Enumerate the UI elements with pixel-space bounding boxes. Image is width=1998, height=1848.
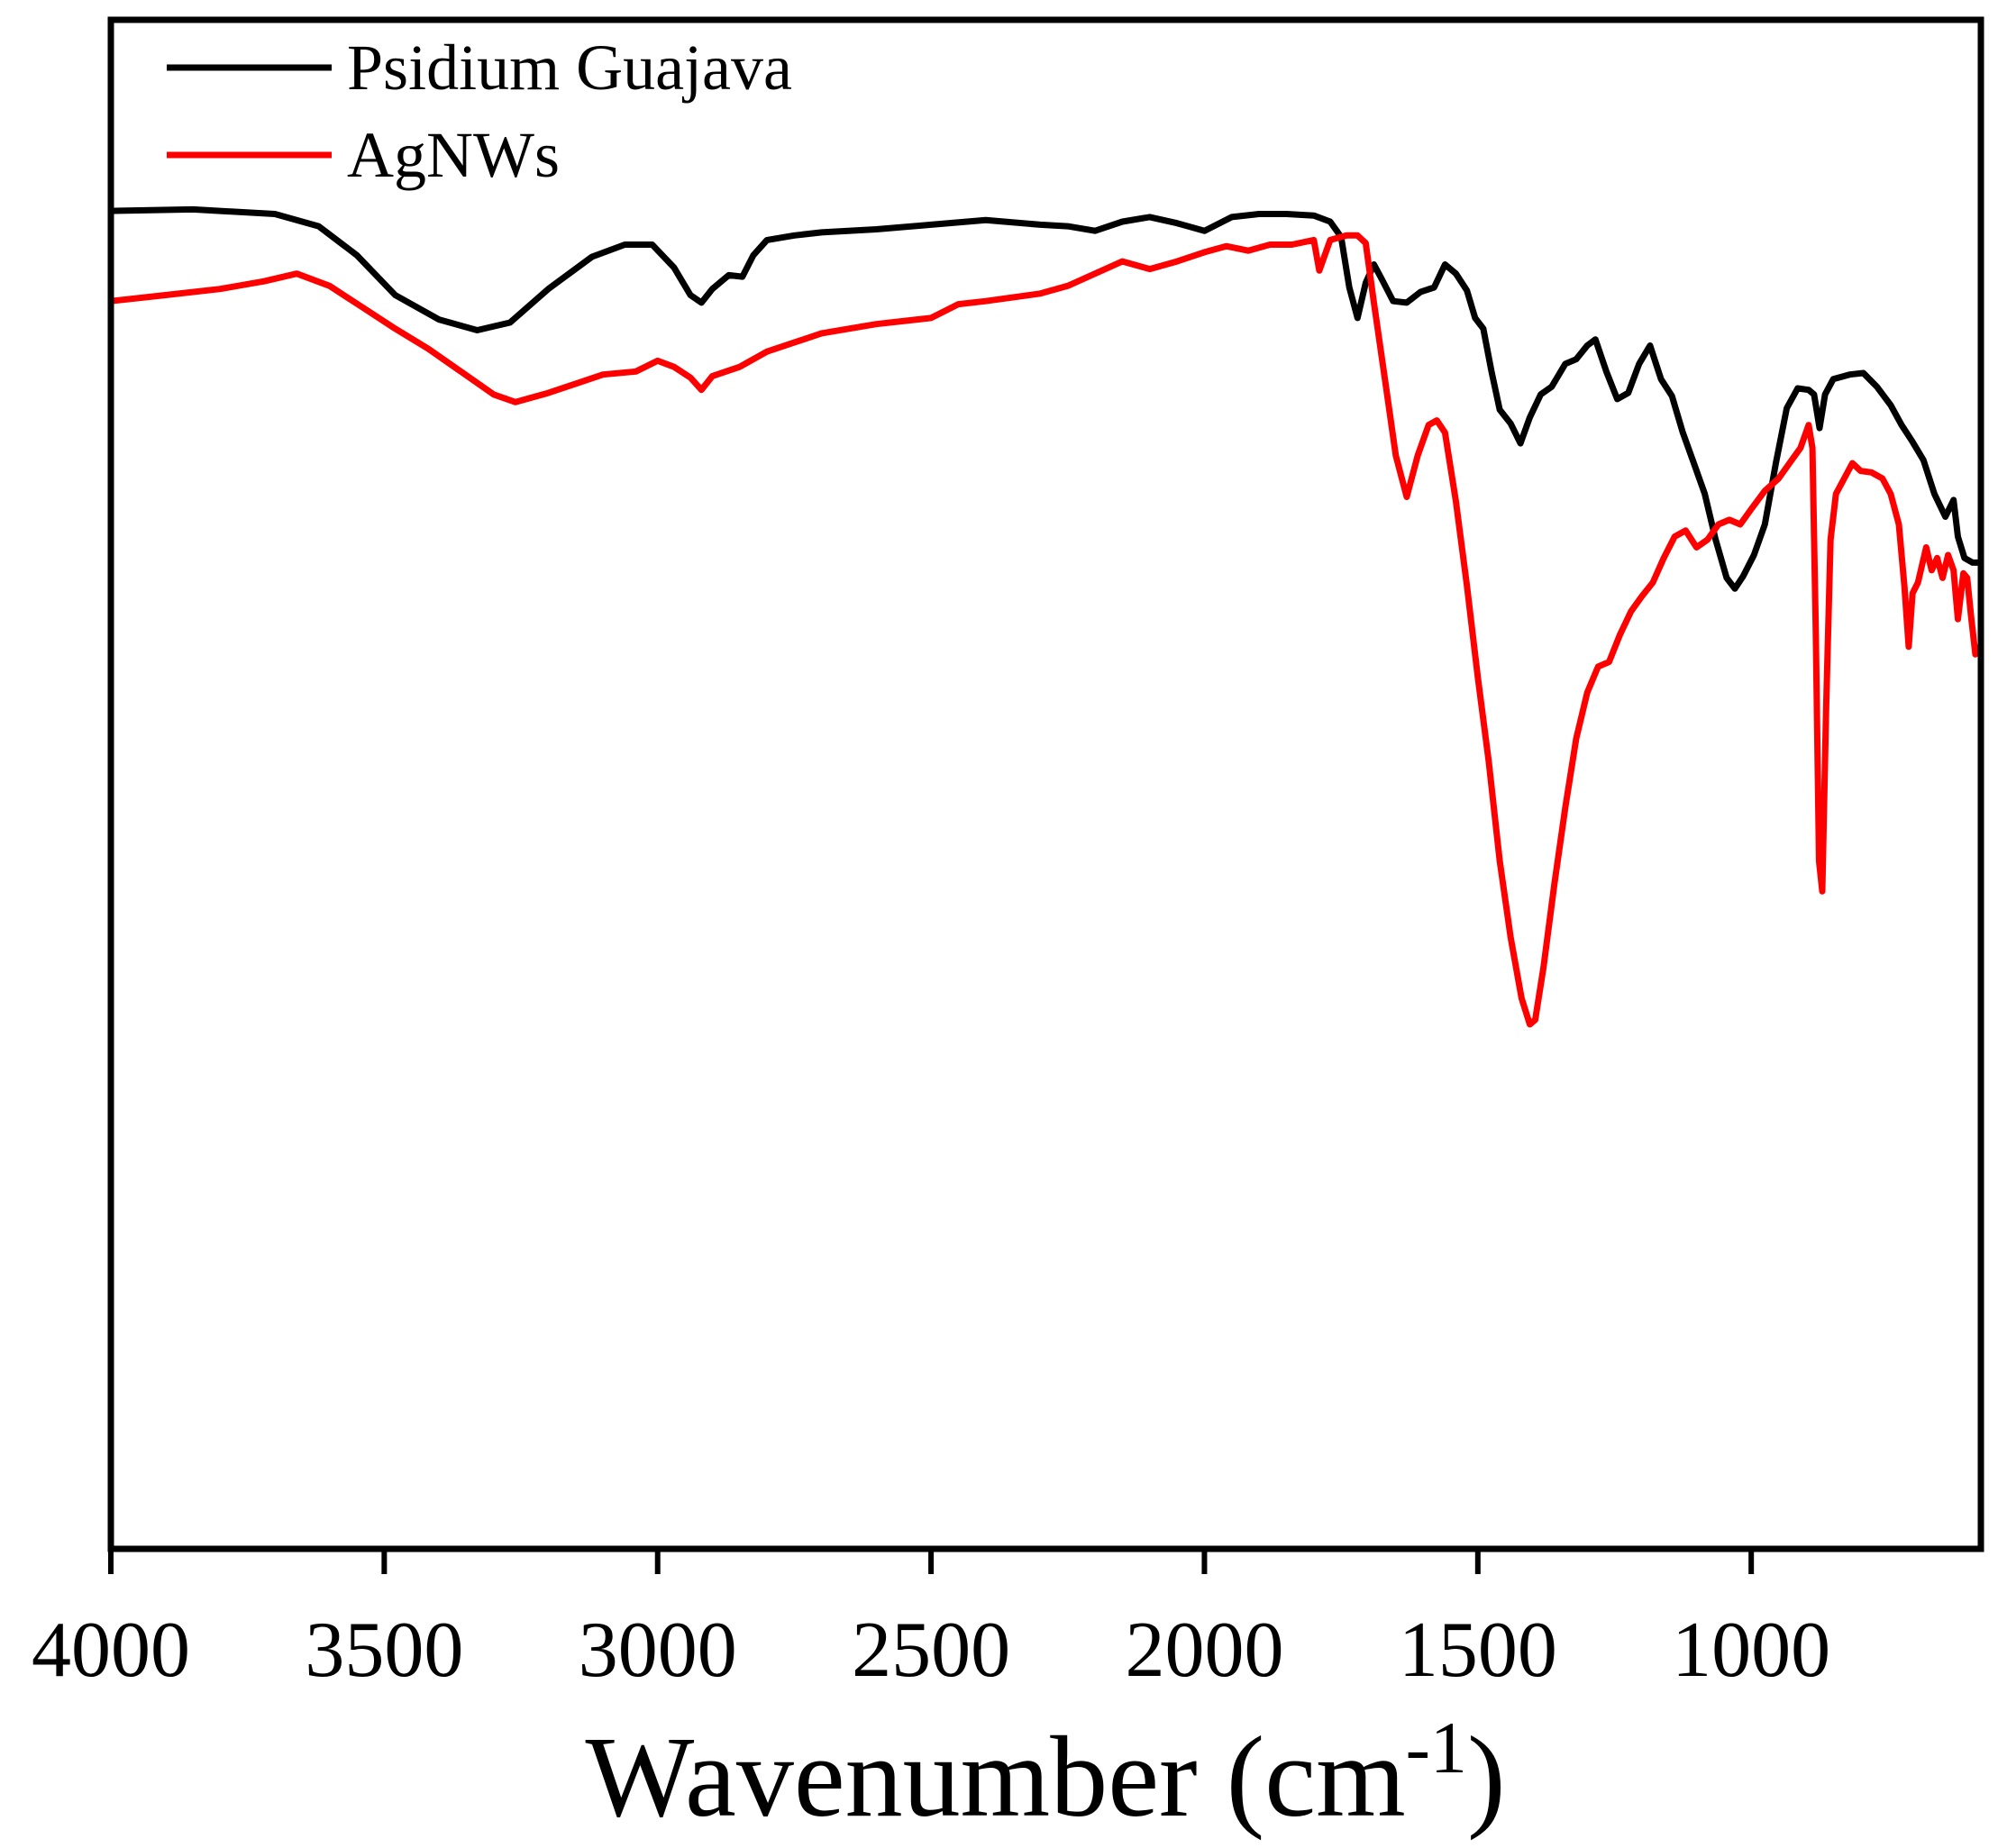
legend-label-psidium-guajava: Psidium Guajava: [347, 32, 792, 104]
legend: Psidium Guajava AgNWs: [167, 32, 792, 191]
x-axis-title-superscript: -1: [1406, 1707, 1467, 1789]
x-tick-label: 3500: [305, 1607, 463, 1694]
x-tick-label: 2000: [1125, 1607, 1283, 1694]
x-axis: 4000 3500 3000 2500 2000 1500 1000: [32, 1549, 1830, 1694]
plot-frame: [107, 16, 1984, 1552]
plot-area: [107, 205, 1984, 1028]
x-axis-title-close: ): [1467, 1713, 1506, 1841]
x-tick-label: 1000: [1672, 1607, 1830, 1694]
legend-label-agnws: AgNWs: [347, 119, 560, 191]
x-tick-label: 3000: [579, 1607, 737, 1694]
x-axis-title-main: Wavenumber (cm: [585, 1713, 1405, 1841]
x-tick-label: 2500: [852, 1607, 1010, 1694]
x-axis-title: Wavenumber (cm-1): [585, 1707, 1505, 1841]
x-tick-label: 1500: [1399, 1607, 1557, 1694]
x-tick-label: 4000: [32, 1607, 190, 1694]
series-line-psidium-guajava: [107, 205, 1982, 592]
series-line-agnws: [107, 232, 1984, 1028]
